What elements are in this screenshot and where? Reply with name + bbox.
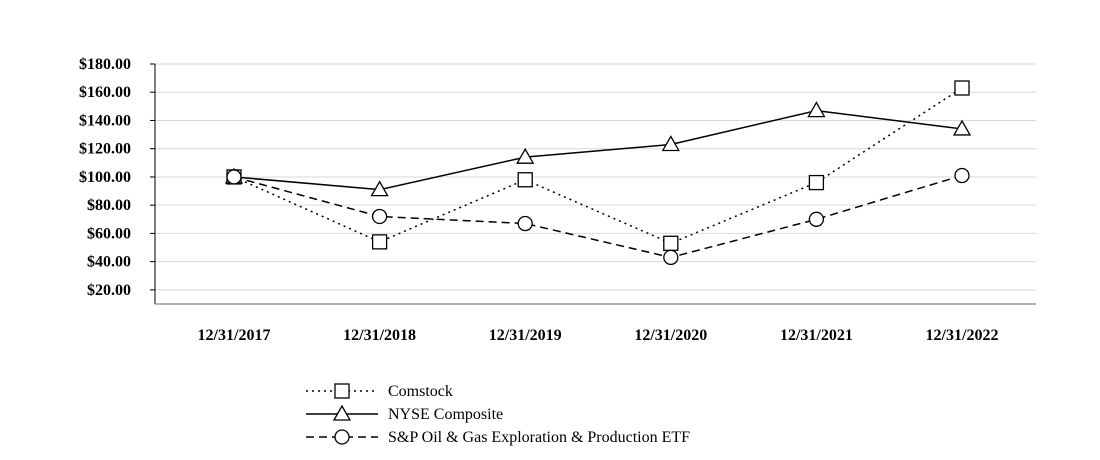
x-tick-label: 12/31/2018 <box>343 327 416 344</box>
legend-marker <box>332 404 352 421</box>
series-circle <box>226 167 970 266</box>
legend-label: NYSE Composite <box>388 406 503 423</box>
x-tick-label: 12/31/2022 <box>926 327 999 344</box>
legend-item: Comstock <box>306 383 453 400</box>
y-tick-label: $100.00 <box>79 169 131 186</box>
grid-lines <box>155 63 1036 291</box>
legend-item: NYSE Composite <box>306 404 503 423</box>
x-tick-label: 12/31/2019 <box>489 327 562 344</box>
legend-label: S&P Oil & Gas Exploration & Production E… <box>388 429 690 446</box>
series-line <box>233 174 963 259</box>
data-point <box>370 180 389 197</box>
legend-label: Comstock <box>388 383 453 400</box>
data-point <box>661 135 680 152</box>
data-point <box>517 215 533 232</box>
y-tick-label: $120.00 <box>79 141 131 158</box>
series-line <box>233 109 963 191</box>
y-axis-tick-labels: $20.00 $40.00 $60.00 $80.00 $100.00 $120.00 $1… <box>79 56 131 299</box>
data-point <box>952 119 972 136</box>
y-tick-label: $140.00 <box>79 112 131 129</box>
data-point <box>808 211 825 227</box>
series-lines <box>224 80 972 266</box>
y-tick-label: $60.00 <box>87 225 131 242</box>
y-tick-label: $160.00 <box>79 84 131 101</box>
y-tick-label: $80.00 <box>87 197 131 214</box>
data-point <box>954 167 970 184</box>
data-point <box>517 172 533 188</box>
x-axis-tick-labels: 12/31/2017 12/31/2018 12/31/2019 12/31/2020… <box>198 327 999 344</box>
data-point <box>663 235 679 251</box>
y-tick-label: $40.00 <box>87 254 131 271</box>
legend-marker <box>334 383 350 399</box>
legend-item: S&P Oil & Gas Exploration & Production E… <box>306 429 690 446</box>
y-tick-label: $180.00 <box>79 56 131 73</box>
data-point <box>371 208 388 225</box>
data-point <box>954 80 970 96</box>
axes <box>150 63 1036 305</box>
x-tick-label: 12/31/2020 <box>634 327 707 344</box>
data-point <box>808 174 825 191</box>
data-point <box>663 249 679 266</box>
legend: Comstock NYSE Composite S&P Oil & Gas Expl… <box>306 383 690 446</box>
data-point <box>371 234 388 250</box>
data-point <box>226 169 242 185</box>
x-tick-label: 12/31/2017 <box>198 327 271 344</box>
x-tick-label: 12/31/2021 <box>780 327 853 344</box>
y-tick-label: $20.00 <box>87 282 131 299</box>
series-line <box>233 87 963 245</box>
legend-marker <box>334 429 350 445</box>
series-square <box>226 80 970 251</box>
data-point <box>516 147 535 164</box>
data-point <box>807 101 826 118</box>
